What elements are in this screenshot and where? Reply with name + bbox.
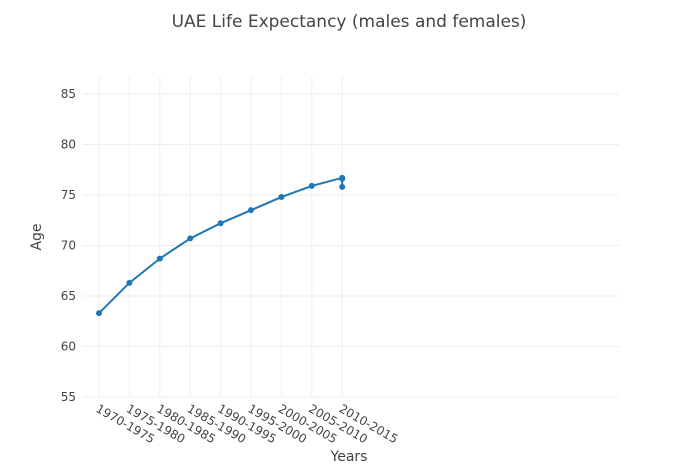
y-tick-label: 60 (61, 340, 76, 354)
chart-title: UAE Life Expectancy (males and females) (172, 12, 527, 32)
y-tick-label: 65 (61, 289, 76, 303)
y-tick-label: 75 (61, 188, 76, 202)
y-tick-label: 85 (61, 87, 76, 101)
x-grid (98, 77, 343, 397)
y-tick-labels: 55 60 65 70 75 80 85 (61, 87, 76, 404)
data-point (248, 207, 254, 214)
x-axis-title: Years (330, 449, 368, 465)
data-point (126, 279, 133, 286)
data-point (278, 194, 285, 201)
series-layer (96, 174, 346, 317)
y-grid (83, 93, 619, 398)
y-tick-label: 70 (61, 239, 76, 253)
data-point (339, 183, 346, 190)
data-point (217, 220, 224, 227)
data-point (339, 175, 346, 182)
y-tick-label: 80 (61, 138, 76, 152)
data-point (96, 310, 102, 317)
y-axis-title: Age (29, 223, 45, 250)
x-tick-labels: 1970-19751975-19801980-19851985-19901990… (94, 401, 401, 446)
y-tick-label: 55 (61, 390, 76, 404)
data-point (187, 235, 194, 242)
data-point (156, 255, 163, 262)
data-point (308, 182, 315, 189)
